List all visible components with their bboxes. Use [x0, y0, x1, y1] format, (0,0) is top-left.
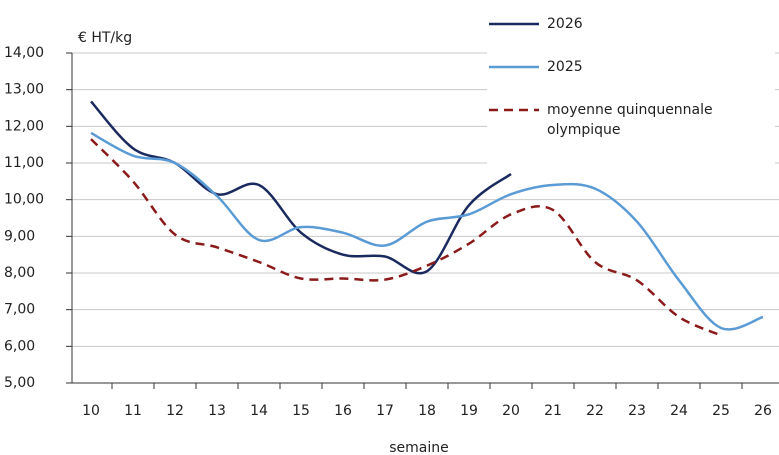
legend-swatch — [489, 22, 539, 26]
legend-item: 2025 — [487, 57, 775, 77]
x-tick-label: 23 — [628, 403, 646, 419]
series-line — [90, 100, 512, 275]
x-tick-label: 17 — [376, 403, 394, 419]
y-axis-label: € HT/kg — [78, 30, 132, 46]
x-tick-label: 19 — [460, 403, 478, 419]
x-tick-label: 13 — [208, 403, 226, 419]
y-tick-label: 10,00 — [4, 192, 44, 208]
x-axis-label: semaine — [389, 440, 449, 455]
legend-label: 2025 — [547, 59, 583, 75]
legend-item: moyenne quinquennale olympique — [487, 100, 775, 140]
x-tick-label: 15 — [292, 403, 310, 419]
x-tick-label: 24 — [670, 403, 688, 419]
y-tick-label: 7,00 — [4, 302, 35, 318]
x-tick-label: 18 — [418, 403, 436, 419]
y-tick-label: 9,00 — [4, 228, 35, 244]
y-tick-label: 11,00 — [4, 155, 44, 171]
legend-label: 2026 — [547, 16, 583, 32]
y-tick-label: 13,00 — [4, 82, 44, 98]
x-tick-label: 26 — [754, 403, 772, 419]
y-tick-label: 5,00 — [4, 375, 35, 391]
series-line — [90, 131, 764, 331]
legend-item: 2026 — [487, 14, 775, 34]
legend: 2026 2025 moyenne quinquennale olympique — [487, 6, 775, 173]
x-tick-label: 14 — [250, 403, 268, 419]
x-tick-label: 25 — [712, 403, 730, 419]
y-tick-label: 6,00 — [4, 338, 35, 354]
legend-swatch — [489, 108, 539, 112]
x-tick-label: 16 — [334, 403, 352, 419]
x-tick-label: 20 — [502, 403, 520, 419]
x-tick-label: 21 — [544, 403, 562, 419]
y-tick-label: 14,00 — [4, 45, 44, 61]
y-tick-label: 8,00 — [4, 265, 35, 281]
legend-label: moyenne quinquennale olympique — [547, 102, 713, 138]
x-tick-label: 11 — [124, 403, 142, 419]
legend-swatch — [489, 65, 539, 69]
x-tick-label: 10 — [82, 403, 100, 419]
y-tick-label: 12,00 — [4, 118, 44, 134]
x-tick-label: 12 — [166, 403, 184, 419]
series-line — [90, 138, 722, 337]
x-tick-label: 22 — [586, 403, 604, 419]
